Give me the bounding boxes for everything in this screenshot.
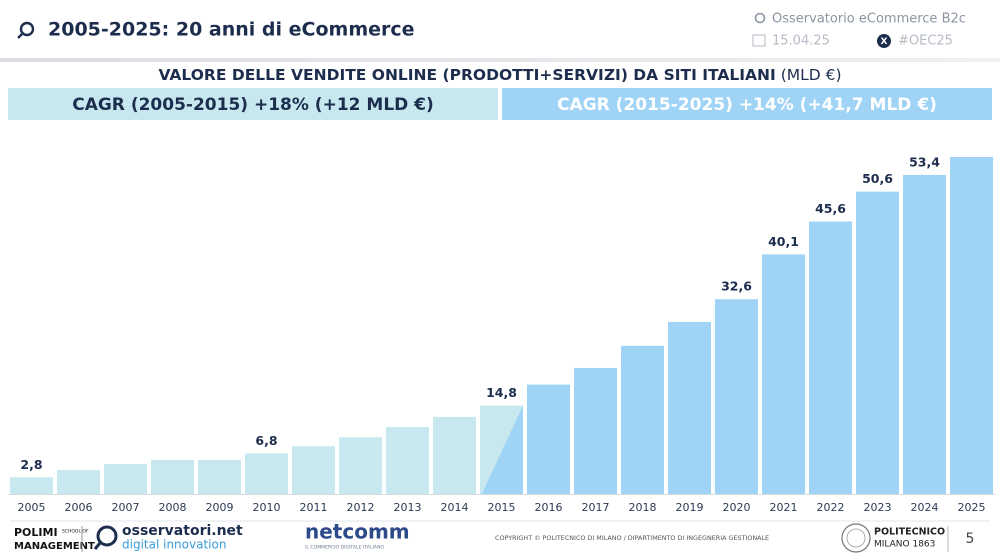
bar [104, 464, 147, 494]
header-rule [0, 58, 1000, 62]
bar [57, 470, 100, 494]
slide-title: 2005-2025: 20 anni di eCommerce [48, 19, 415, 41]
cagr-banner [8, 88, 498, 120]
bar [950, 157, 993, 494]
bar [245, 453, 288, 494]
page-number: 5 [966, 531, 975, 547]
osservatori-logo [96, 525, 118, 547]
cagr-label: CAGR (2005-2015) +18% (+12 MLD €) [72, 95, 434, 115]
value-label: 40,1 [768, 234, 799, 249]
netcomm: netcomm [305, 520, 410, 544]
value-label: 6,8 [255, 433, 277, 448]
bar [574, 367, 617, 494]
chart-title: VALORE DELLE VENDITE ONLINE (PRODOTTI+SE… [158, 66, 775, 84]
cagr-label: CAGR (2015-2025) +14% (+41,7 MLD €) [557, 95, 937, 115]
bar-transition [482, 405, 523, 494]
x-tick-label: 2009 [206, 501, 234, 514]
politecnico: POLITECNICO [874, 527, 945, 538]
x-icon-letter: X [881, 37, 888, 47]
osservatori: osservatori.net [122, 523, 243, 539]
value-label: 53,4 [909, 154, 940, 169]
copyright: COPYRIGHT © POLITECNICO DI MILANO / DIPA… [495, 534, 769, 542]
bar [668, 321, 711, 494]
x-tick-label: 2008 [159, 501, 187, 514]
bar [151, 459, 194, 494]
school-of: SCHOOL OF [62, 529, 89, 535]
bar [10, 477, 53, 494]
x-tick-label: 2024 [911, 501, 939, 514]
x-tick-label: 2016 [535, 501, 563, 514]
calendar-icon [752, 34, 766, 47]
x-tick-label: 2015 [488, 501, 516, 514]
value-label: 45,6 [815, 201, 846, 216]
bar [339, 437, 382, 494]
x-tick-label: 2020 [723, 501, 751, 514]
value-label: 32,6 [721, 279, 752, 294]
cagr-banner [502, 88, 992, 120]
bar [762, 254, 805, 494]
x-tick-label: 2023 [864, 501, 892, 514]
value-label: 50,6 [862, 171, 893, 186]
x-tick-label: 2014 [441, 501, 469, 514]
netcomm-tagline: IL COMMERCIO DIGITALE ITALIANO [305, 545, 384, 551]
bar [386, 427, 429, 494]
chart-unit: (MLD €) [781, 66, 842, 84]
osservatori-logo-handle [93, 542, 102, 550]
chart: CAGR (2005-2015) +18% (+12 MLD €) CAGR (2… [8, 88, 995, 514]
milano: MILANO 1863 [874, 540, 935, 550]
x-icon [877, 34, 891, 48]
x-tick-label: 2017 [582, 501, 610, 514]
search-icon [19, 21, 35, 37]
x-tick-label: 2012 [347, 501, 375, 514]
x-tick-label: 2011 [300, 501, 328, 514]
x-tick-label: 2005 [18, 501, 46, 514]
bar [433, 416, 476, 494]
value-label: 2,8 [20, 457, 42, 472]
bar [715, 299, 758, 494]
bar [903, 174, 946, 494]
date: 15.04.25 [772, 34, 830, 49]
bar [527, 384, 570, 494]
politecnico-seal [841, 523, 871, 553]
x-tick-label: 2021 [770, 501, 798, 514]
bar [856, 191, 899, 495]
value-label: 14,8 [486, 385, 517, 400]
politecnico-seal-inner [846, 528, 866, 548]
bar [809, 221, 852, 494]
x-tick-label: 2019 [676, 501, 704, 514]
x-tick-label: 2018 [629, 501, 657, 514]
x-tick-label: 2025 [958, 501, 986, 514]
obs-icon [754, 12, 766, 24]
hashtag: #OEC25 [898, 34, 953, 49]
x-tick-label: 2007 [112, 501, 140, 514]
x-tick-label: 2013 [394, 501, 422, 514]
observatory: Osservatorio eCommerce B2c [772, 12, 966, 27]
bar [198, 459, 241, 494]
polimi: POLIMI [14, 526, 58, 539]
chart-title-line: VALORE DELLE VENDITE ONLINE (PRODOTTI+SE… [158, 66, 841, 84]
x-tick-label: 2006 [65, 501, 93, 514]
search-icon-handle [17, 33, 23, 39]
x-tick-label: 2010 [253, 501, 281, 514]
x-tick-label: 2022 [817, 501, 845, 514]
bar [292, 446, 335, 494]
digital-innovation: digital innovation [122, 538, 226, 552]
management: MANAGEMENT [14, 541, 95, 552]
bar [621, 345, 664, 494]
